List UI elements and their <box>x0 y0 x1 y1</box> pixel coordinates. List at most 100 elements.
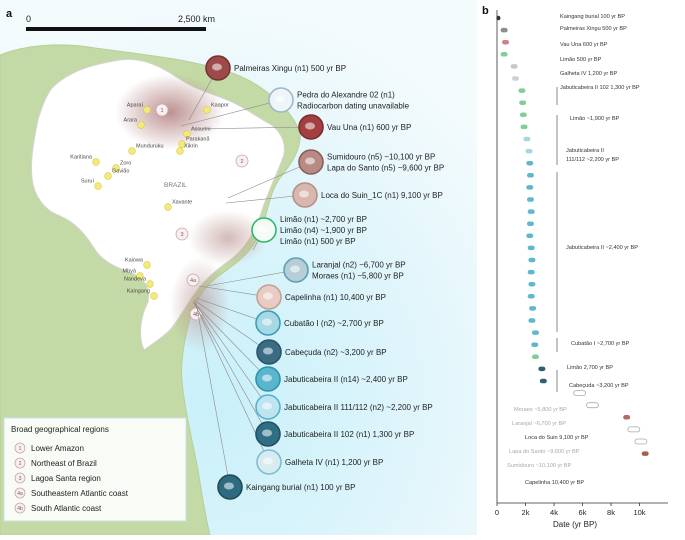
site-thumbnail-highlight <box>299 190 309 198</box>
site-label: Palmeiras Xingu (n1) 500 yr BP <box>234 64 346 73</box>
group-dot <box>112 164 120 172</box>
group-label: Suruí <box>81 179 95 185</box>
leader-line <box>193 302 269 435</box>
group-label: Arara <box>124 118 138 124</box>
timeline-label: 111/112 ~2,200 yr BP <box>566 157 619 163</box>
legend-items: 1 Lower Amazon 2 Northeast of Brazil 3 Lagoa … <box>14 442 129 514</box>
group-label: Xavante <box>172 200 192 206</box>
site-labels: Palmeiras Xingu (n1) 500 yr BP Pedra do A… <box>205 55 444 500</box>
legend-item-label: Northeast of Brazil <box>31 459 97 468</box>
site-label: Loca do Suin_1C (n1) 9,100 yr BP <box>321 191 443 200</box>
region-number-3: 3 <box>180 232 183 238</box>
sample-date-mark <box>526 185 534 190</box>
site-label: Vau Una (n1) 600 yr BP <box>327 123 411 132</box>
x-tick-label: 10k <box>633 508 645 517</box>
sample-date-mark <box>634 438 648 445</box>
legend-marker <box>14 502 26 514</box>
group-dot <box>164 203 172 211</box>
legend-marker <box>14 457 26 469</box>
sample-date-mark <box>529 306 537 311</box>
timeline-label: Limão 2,700 yr BP <box>567 365 613 371</box>
group-label: Zoro <box>120 161 131 167</box>
group-dot <box>183 130 191 138</box>
site-thumbnail-highlight <box>263 457 273 465</box>
panel-a-label: a <box>6 8 13 20</box>
group-dot <box>136 272 144 280</box>
site-thumbnail-highlight <box>262 402 272 410</box>
sample-date-mark <box>526 160 534 166</box>
timeline-label: Limão ~1,900 yr BP <box>570 116 620 122</box>
group-dot <box>176 147 184 155</box>
site-thumbnail-highlight <box>305 157 315 165</box>
group-label: Gavião <box>112 169 129 175</box>
group-label: Kaiowa <box>125 258 144 264</box>
site-label: Radiocarbon dating unavailable <box>297 102 410 111</box>
legend-item-label: Lagoa Santa region <box>31 474 101 483</box>
site-thumbnail-highlight <box>275 95 285 103</box>
legend-item-label: Southeastern Atlantic coast <box>31 489 129 498</box>
legend-number: 2 <box>19 461 22 467</box>
sample-date-mark <box>526 197 534 202</box>
timeline-chart: 0 2k 4k 6k 8k 10k Kaingang burial 100 yr BP Pal… <box>495 10 668 517</box>
sample-date-mark <box>527 245 535 251</box>
group-label: Munduruku <box>136 144 164 150</box>
site-label: Cabeçuda (n2) ~3,200 yr BP <box>285 348 387 357</box>
legend-box <box>3 417 187 522</box>
sample-date-mark <box>573 390 587 397</box>
timeline-label: Jabuticabeira II ~2,400 yr BP <box>566 245 638 251</box>
site-thumbnail-highlight <box>212 63 222 71</box>
timeline-label: Galheta IV 1,200 yr BP <box>560 71 617 77</box>
group-label: Mbyá <box>123 269 137 275</box>
site-thumbnail-highlight <box>263 347 273 355</box>
group-dot <box>143 106 151 114</box>
panel-b-background <box>478 0 685 535</box>
site-label: Kaingang burial (n1) 100 yr BP <box>246 483 355 492</box>
sample-date-mark <box>525 148 533 154</box>
sample-date-mark <box>527 294 535 299</box>
sample-date-mark <box>510 64 518 69</box>
site-label: Pedra do Alexandre 02 (n1) <box>297 91 395 100</box>
sample-date-mark <box>528 257 536 263</box>
site-label: Moraes (n1) ~5,800 yr BP <box>312 272 404 281</box>
legend: Broad geographical regions 1 Lower Amazon… <box>3 417 187 522</box>
leader-line <box>227 161 312 199</box>
sample-date-mark <box>500 27 508 33</box>
sample-date-mark <box>523 136 531 142</box>
timeline-label: Jabuticabeira II <box>566 148 604 154</box>
x-tick-label: 8k <box>607 508 615 517</box>
legend-marker <box>14 472 26 484</box>
group-label: Assurini <box>191 127 211 133</box>
sample-date-mark <box>527 269 535 275</box>
scale-bar-start: 0 <box>26 14 31 24</box>
site-label: Sumidouro (n5) ~10,100 yr BP <box>327 153 435 162</box>
sample-date-mark <box>623 415 631 420</box>
sample-date-mark <box>519 112 527 118</box>
region-marker-2 <box>235 154 249 168</box>
site-thumbnail-highlight <box>305 122 315 130</box>
group-label: Aparaí <box>127 103 144 109</box>
region-3-shading <box>188 210 268 266</box>
sample-date-mark <box>519 100 527 105</box>
group-dot <box>104 172 112 180</box>
group-label: Kaingang <box>127 289 150 295</box>
timeline-label: Sumidouro ~10,100 yr BP <box>507 463 571 469</box>
site-thumbnail-highlight <box>262 374 272 382</box>
region-number-4a: 4a <box>190 278 197 284</box>
legend-marker <box>14 442 26 454</box>
group-label: Parakanã <box>186 137 210 143</box>
group-dot <box>137 121 145 129</box>
panel-b: b 0 2k 4k 6k 8k 10k Kaingang burial 100 yr BP P… <box>478 0 685 535</box>
sample-date-mark <box>500 52 508 57</box>
sample-date-mark <box>531 354 539 360</box>
site-label: Limão (n4) ~1,900 yr BP <box>280 226 367 235</box>
panel-b-label: b <box>482 5 489 17</box>
leader-line <box>206 269 297 287</box>
sample-date-mark <box>531 342 539 347</box>
leader-line <box>225 194 306 204</box>
sample-date-mark <box>526 233 534 239</box>
group-dot <box>94 182 102 190</box>
x-tick-label: 6k <box>579 508 587 517</box>
x-axis-label: Date (yr BP) <box>553 520 597 529</box>
